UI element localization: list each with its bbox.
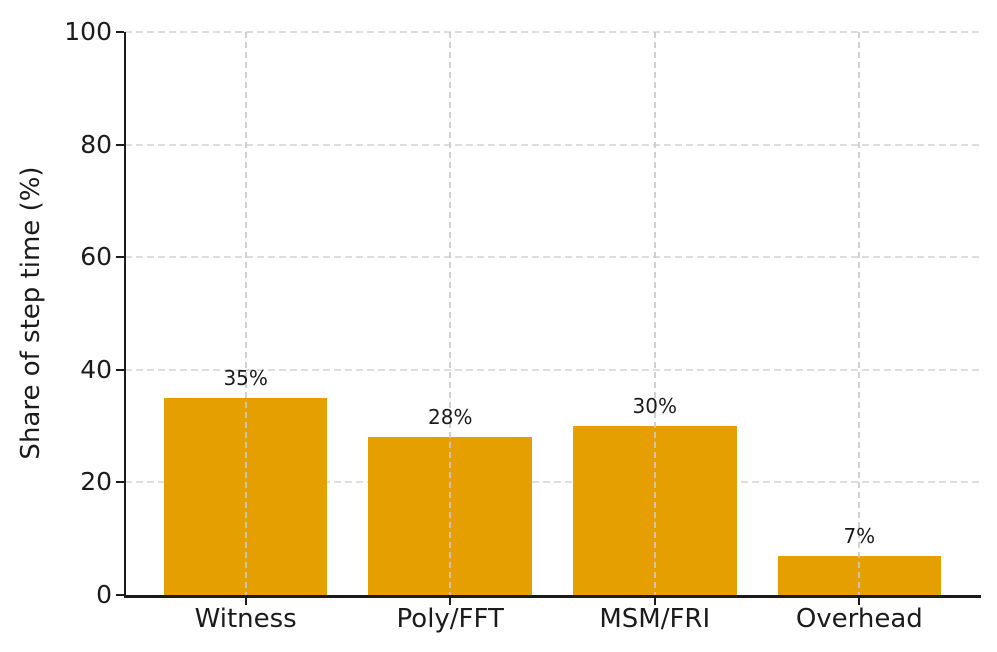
- x-tick-3: [858, 598, 861, 605]
- y-axis-spine: [124, 32, 126, 598]
- x-tick-2: [653, 598, 656, 605]
- bar-value-label: 7%: [843, 523, 876, 548]
- v-gridline-0: [244, 32, 247, 595]
- y-tick-label: 20: [80, 467, 112, 497]
- bar-value-label: 28%: [427, 405, 473, 430]
- y-axis-title: Share of step time (%): [16, 166, 46, 460]
- x-tick-0: [244, 598, 247, 605]
- y-tick-label: 0: [96, 579, 112, 609]
- plot-area: 0 20 40 60 80 100 Witness 35% Poly/FFT 28% MSM/FRI…: [64, 17, 981, 634]
- x-tick-label: Overhead: [795, 604, 923, 634]
- x-axis-spine: [124, 595, 981, 598]
- h-gridline-20: [125, 481, 980, 484]
- h-gridline-100: [125, 31, 980, 33]
- h-gridline-40: [125, 368, 980, 371]
- y-tick-40: [116, 368, 124, 371]
- x-tick-label: Poly/FFT: [396, 604, 504, 634]
- y-tick-80: [116, 143, 124, 146]
- v-gridline-2: [653, 32, 656, 595]
- y-tick-label: 80: [80, 129, 112, 159]
- y-tick-0: [116, 594, 124, 596]
- y-tick-100: [116, 31, 124, 33]
- h-gridline-80: [125, 143, 980, 146]
- y-tick-60: [116, 256, 124, 259]
- bar-value-label: 30%: [632, 394, 677, 419]
- y-tick-20: [116, 481, 124, 484]
- h-gridline-60: [125, 256, 980, 259]
- v-gridline-3: [858, 32, 861, 595]
- bar-value-label: 35%: [223, 365, 268, 390]
- x-tick-1: [449, 598, 452, 605]
- x-tick-label: Witness: [194, 604, 297, 634]
- y-tick-label: 40: [80, 354, 112, 384]
- y-tick-label: 100: [64, 16, 112, 46]
- v-gridline-1: [449, 32, 452, 595]
- y-tick-label: 60: [80, 242, 112, 272]
- x-tick-label: MSM/FRI: [599, 604, 711, 634]
